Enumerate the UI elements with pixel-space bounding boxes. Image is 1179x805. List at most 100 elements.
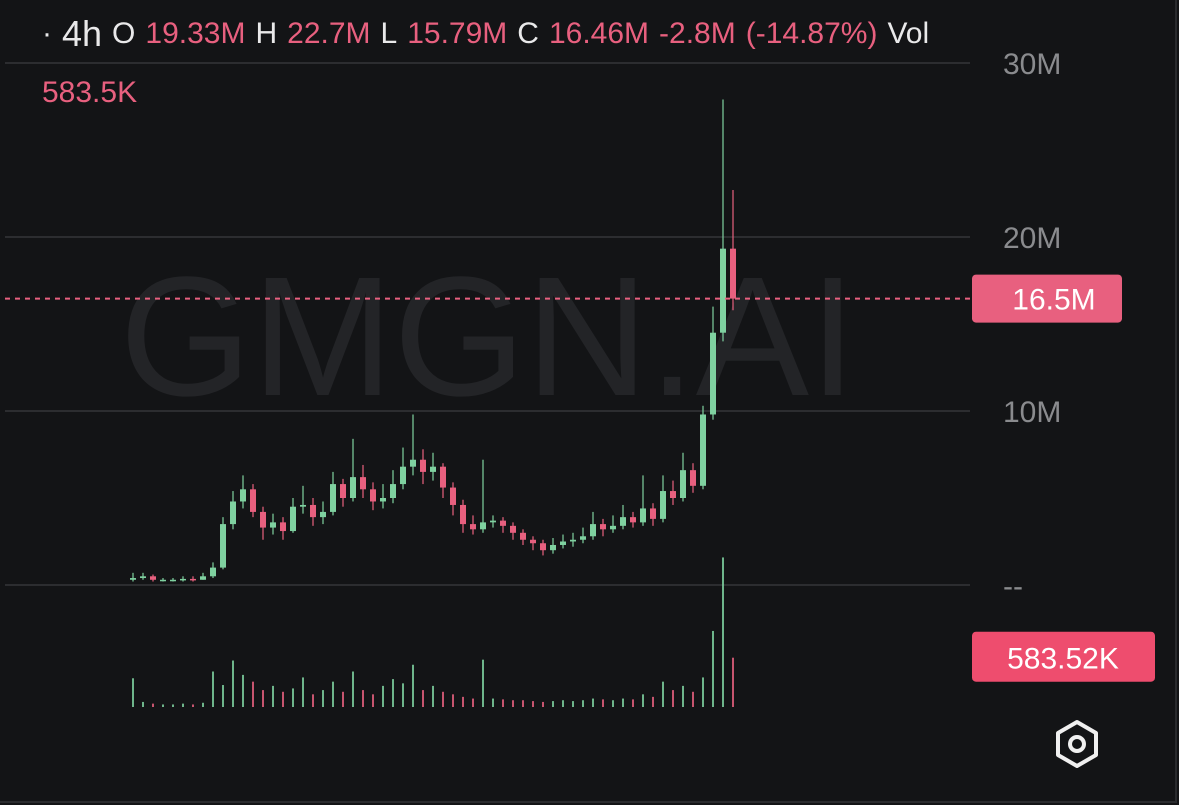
candle-body bbox=[290, 506, 296, 532]
y-tick-label: 10M bbox=[1003, 396, 1061, 429]
volume-bar bbox=[472, 698, 474, 707]
y-tick-label: 20M bbox=[1003, 222, 1061, 255]
candle-body bbox=[180, 578, 186, 581]
candle-body bbox=[210, 567, 216, 577]
candle-body bbox=[240, 489, 246, 502]
candle-body bbox=[450, 487, 456, 505]
candle-body bbox=[650, 508, 656, 519]
candle-body bbox=[530, 539, 536, 544]
volume-bar bbox=[252, 681, 254, 707]
volume-bar bbox=[202, 702, 204, 707]
candle-body bbox=[680, 470, 686, 498]
candle-body bbox=[490, 520, 496, 523]
open-label: O bbox=[112, 17, 136, 50]
candle-body bbox=[520, 532, 526, 540]
candle-body bbox=[690, 470, 696, 486]
high-label: H bbox=[255, 17, 278, 50]
volume-bar bbox=[222, 685, 224, 707]
volume-bar bbox=[702, 677, 704, 707]
candle-body bbox=[580, 536, 586, 540]
y-tick-label: 30M bbox=[1003, 48, 1061, 81]
volume-bar bbox=[642, 694, 644, 707]
volume-bar bbox=[162, 704, 164, 707]
candle-body bbox=[200, 576, 206, 580]
candle-body bbox=[340, 484, 346, 498]
volume-bar bbox=[672, 690, 674, 707]
candle-body bbox=[330, 484, 336, 512]
candle-body bbox=[300, 504, 306, 507]
volume-bar bbox=[292, 688, 294, 707]
candle-body bbox=[370, 489, 376, 502]
volume-bar bbox=[242, 674, 244, 707]
candle-body bbox=[510, 525, 516, 533]
volume-bar bbox=[512, 700, 514, 707]
candle-body bbox=[220, 524, 226, 568]
volume-label: Vol bbox=[887, 17, 930, 50]
candle-body bbox=[400, 466, 406, 485]
volume-bar bbox=[522, 700, 524, 707]
volume-bar bbox=[182, 703, 184, 707]
volume-bar bbox=[152, 703, 154, 707]
dot: · bbox=[42, 17, 52, 50]
candle-body bbox=[660, 491, 666, 519]
volume-bar bbox=[452, 694, 454, 707]
close-label: C bbox=[517, 17, 539, 50]
candle-body bbox=[140, 576, 146, 579]
volume-bar bbox=[142, 701, 144, 707]
volume-bar bbox=[592, 698, 594, 707]
candle-body bbox=[550, 544, 556, 551]
volume-bar bbox=[662, 681, 664, 707]
volume-bar bbox=[402, 683, 404, 707]
volume-bar bbox=[372, 694, 374, 707]
volume-bar bbox=[192, 704, 194, 707]
volume-value: 583.5K bbox=[42, 76, 138, 109]
candle-body bbox=[560, 541, 566, 545]
candle-body bbox=[430, 466, 436, 472]
change: -2.8M bbox=[659, 17, 736, 50]
volume-bar bbox=[312, 694, 314, 707]
volume-bar bbox=[562, 700, 564, 707]
candle-body bbox=[310, 504, 316, 518]
volume-bar bbox=[622, 698, 624, 707]
candle-body bbox=[640, 508, 646, 523]
volume-bar bbox=[462, 696, 464, 707]
volume-bar bbox=[602, 699, 604, 707]
candle-body bbox=[500, 520, 506, 526]
candle-body bbox=[150, 576, 156, 580]
open: 19.33M bbox=[145, 17, 246, 50]
candle-body bbox=[470, 524, 476, 530]
candle-body bbox=[440, 466, 446, 488]
candle-body bbox=[170, 579, 176, 582]
candle-body bbox=[620, 517, 626, 526]
candle-body bbox=[610, 525, 616, 530]
candle-body bbox=[700, 414, 706, 486]
candle-body bbox=[420, 459, 426, 472]
volume-bar bbox=[432, 685, 434, 707]
y-tick-label: -- bbox=[1003, 570, 1023, 603]
candle-body bbox=[600, 524, 606, 530]
volume-bar bbox=[582, 700, 584, 707]
watermark: GMGN.AI bbox=[120, 242, 857, 432]
candle-body bbox=[360, 477, 366, 490]
low: 15.79M bbox=[407, 17, 508, 50]
volume-bar bbox=[282, 691, 284, 707]
candle-body bbox=[390, 484, 396, 498]
candle-body bbox=[260, 511, 266, 528]
candle-body bbox=[570, 539, 576, 542]
volume-bar bbox=[722, 557, 724, 707]
volume-bar bbox=[632, 699, 634, 707]
volume-bar bbox=[262, 690, 264, 707]
volume-bar bbox=[272, 685, 274, 707]
volume-bar bbox=[652, 696, 654, 707]
volume-bar bbox=[482, 659, 484, 707]
volume-bar bbox=[612, 700, 614, 707]
volume-bar bbox=[552, 701, 554, 707]
candle-body bbox=[480, 522, 486, 530]
settings-icon[interactable] bbox=[1056, 720, 1098, 768]
candle-body bbox=[350, 477, 356, 498]
volume-bar bbox=[302, 677, 304, 707]
low-label: L bbox=[380, 17, 398, 50]
volume-bar bbox=[332, 681, 334, 707]
